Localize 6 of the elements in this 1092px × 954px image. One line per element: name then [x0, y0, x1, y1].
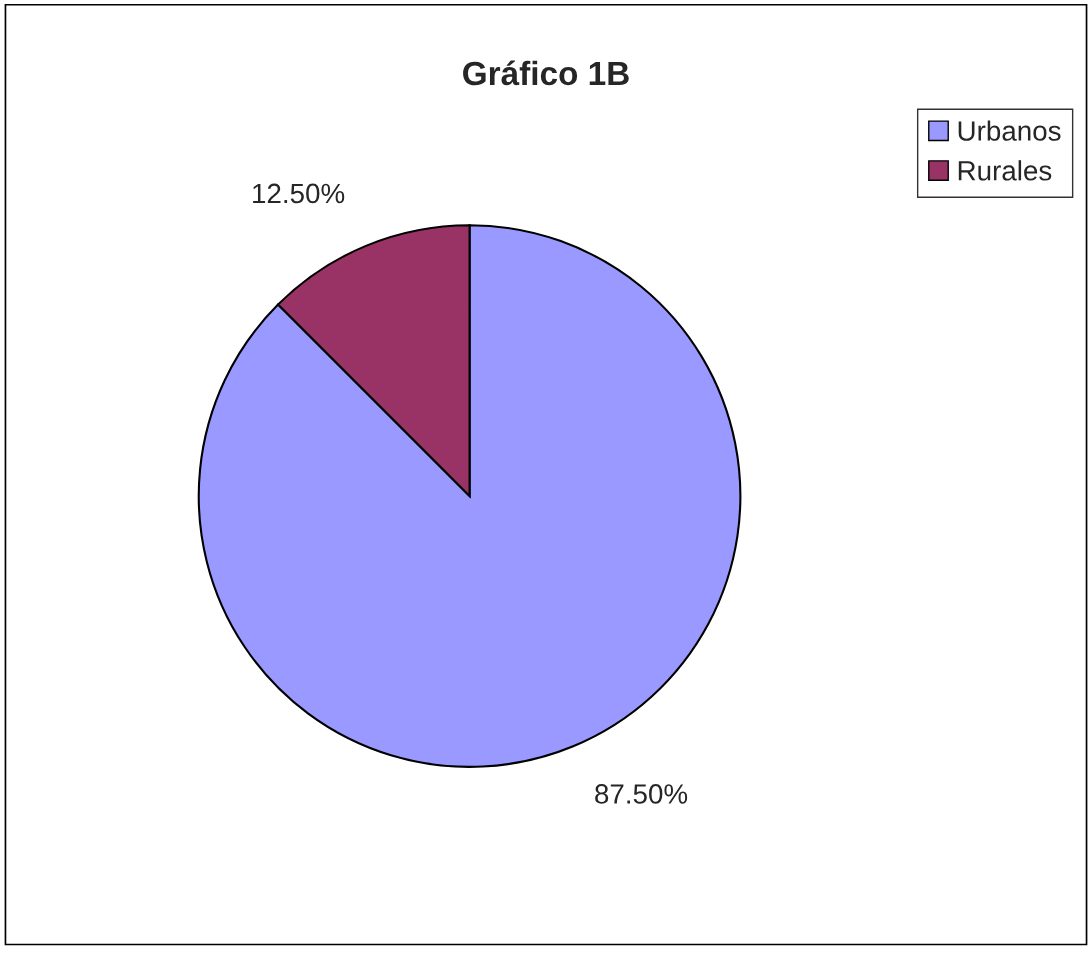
legend-label: Urbanos [958, 120, 1061, 141]
data-label: 87.50% [595, 784, 688, 804]
pie-slice [197, 224, 742, 768]
data-label: 12.50% [253, 183, 345, 204]
chart-title: Gráfico 1B [463, 60, 629, 86]
legend-label: Rurales [958, 160, 1052, 181]
